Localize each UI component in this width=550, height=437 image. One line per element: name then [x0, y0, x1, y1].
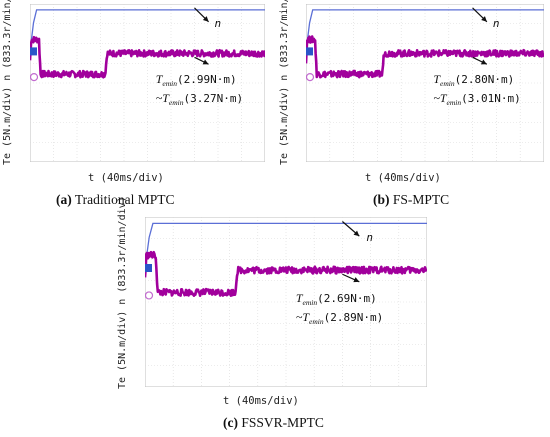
- speed-label: n: [493, 17, 500, 30]
- speed-label: n: [214, 17, 221, 30]
- torque-trace: [30, 35, 265, 79]
- torque-range-max-label: ~Temin(3.01N·m): [433, 91, 520, 107]
- torque-range-min-label: Temin(2.69N·m): [296, 291, 377, 307]
- caption-text: Traditional MPTC: [74, 192, 175, 207]
- y-axis-label: Te (5N.m/div) n (833.3r/min/div): [117, 196, 128, 389]
- scope-plot: n Temin(2.99N·m) ~Temin(3.27N·m): [30, 4, 265, 162]
- torque-arrow: [194, 56, 209, 65]
- torque-range-max-label: ~Temin(3.27N·m): [156, 91, 243, 107]
- speed-label: n: [366, 231, 373, 244]
- torque-arrow: [342, 273, 360, 283]
- scope-plot: n Temin(2.80N·m) ~Temin(3.01N·m): [306, 4, 544, 162]
- caption: (c) FSSVR-MPTC: [223, 415, 324, 431]
- caption-text: FSSVR-MPTC: [241, 415, 324, 430]
- scope-plot: n Temin(2.69N·m) ~Temin(2.89N·m): [145, 217, 427, 387]
- torque-range-min-label: Temin(2.80N·m): [433, 72, 514, 88]
- y-axis-label: Te (5N.m/div) n (833.3r/min/div): [279, 0, 290, 165]
- caption-text: FS-MPTC: [392, 192, 450, 207]
- panel-a: Te (5N.m/div) n (833.3r/min/div) n Temin(…: [0, 0, 275, 215]
- channel-3-marker: [30, 73, 39, 82]
- caption-letter: (c): [223, 415, 238, 430]
- torque-trace: [306, 35, 544, 79]
- speed-arrow: [194, 7, 210, 23]
- panel-b: Te (5N.m/div) n (833.3r/min/div) n Temin(…: [275, 0, 550, 215]
- channel-1-marker: [30, 47, 37, 56]
- torque-range-max-label: ~Temin(2.89N·m): [296, 310, 383, 326]
- x-axis-label: t (40ms/div): [88, 172, 164, 184]
- channel-1-marker: [145, 264, 152, 272]
- grid: [145, 217, 427, 387]
- caption: (b) FS-MPTC: [373, 192, 449, 208]
- channel-3-marker: [145, 291, 154, 300]
- caption: (a) Traditional MPTC: [56, 192, 175, 208]
- caption-letter: (b): [373, 192, 390, 207]
- speed-arrow: [472, 7, 488, 23]
- speed-arrow: [342, 221, 360, 237]
- grid: [30, 4, 265, 162]
- panel-c: Te (5N.m/div) n (833.3r/min/div) n Temin(…: [115, 196, 435, 437]
- y-axis-label: Te (5N.m/div) n (833.3r/min/div): [2, 0, 13, 165]
- torque-trace: [145, 250, 427, 297]
- torque-arrow: [472, 56, 488, 65]
- caption-letter: (a): [56, 192, 72, 207]
- channel-1-marker: [306, 47, 313, 56]
- x-axis-label: t (40ms/div): [365, 172, 441, 184]
- torque-range-min-label: Temin(2.99N·m): [156, 72, 237, 88]
- speed-trace: [30, 9, 265, 52]
- channel-3-marker: [306, 73, 315, 82]
- x-axis-label: t (40ms/div): [223, 395, 299, 407]
- grid: [306, 4, 544, 162]
